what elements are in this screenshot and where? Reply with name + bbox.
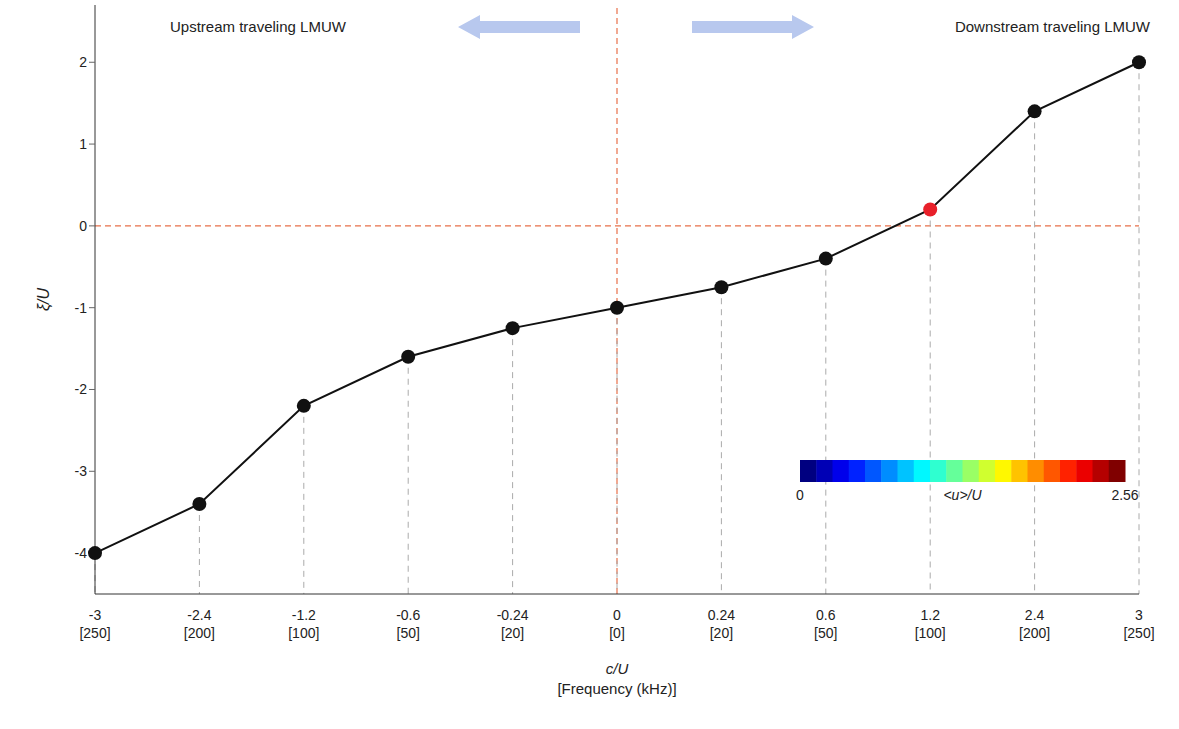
svg-text:0: 0 [796,487,804,503]
svg-text:2.4[200]: 2.4[200] [1019,607,1050,641]
svg-text:1: 1 [79,136,87,152]
svg-text:-3[250]: -3[250] [79,607,110,641]
svg-text:-1: -1 [75,300,88,316]
svg-text:3[250]: 3[250] [1123,607,1154,641]
svg-text:0: 0 [79,218,87,234]
svg-text:0.6[50]: 0.6[50] [814,607,837,641]
svg-text:-0.6[50]: -0.6[50] [396,607,420,641]
svg-text:c/U[Frequency (kHz)]: c/U[Frequency (kHz)] [557,660,676,697]
svg-text:<u>/U: <u>/U [943,487,982,503]
svg-text:0[0]: 0[0] [609,607,625,641]
svg-text:0.24[20]: 0.24[20] [708,607,735,641]
svg-text:-3: -3 [75,463,88,479]
svg-text:-4: -4 [75,545,88,561]
svg-text:-1.2[100]: -1.2[100] [288,607,319,641]
svg-text:-2: -2 [75,381,88,397]
svg-text:-2.4[200]: -2.4[200] [184,607,215,641]
svg-text:2.56: 2.56 [1111,487,1138,503]
svg-text:2: 2 [79,54,87,70]
svg-text:Downstream traveling LMUW: Downstream traveling LMUW [955,18,1151,35]
svg-text:1.2[100]: 1.2[100] [915,607,946,641]
svg-text:-0.24[20]: -0.24[20] [497,607,529,641]
svg-text:Upstream traveling LMUW: Upstream traveling LMUW [170,18,347,35]
svg-text:ξ/U: ξ/U [35,287,53,311]
